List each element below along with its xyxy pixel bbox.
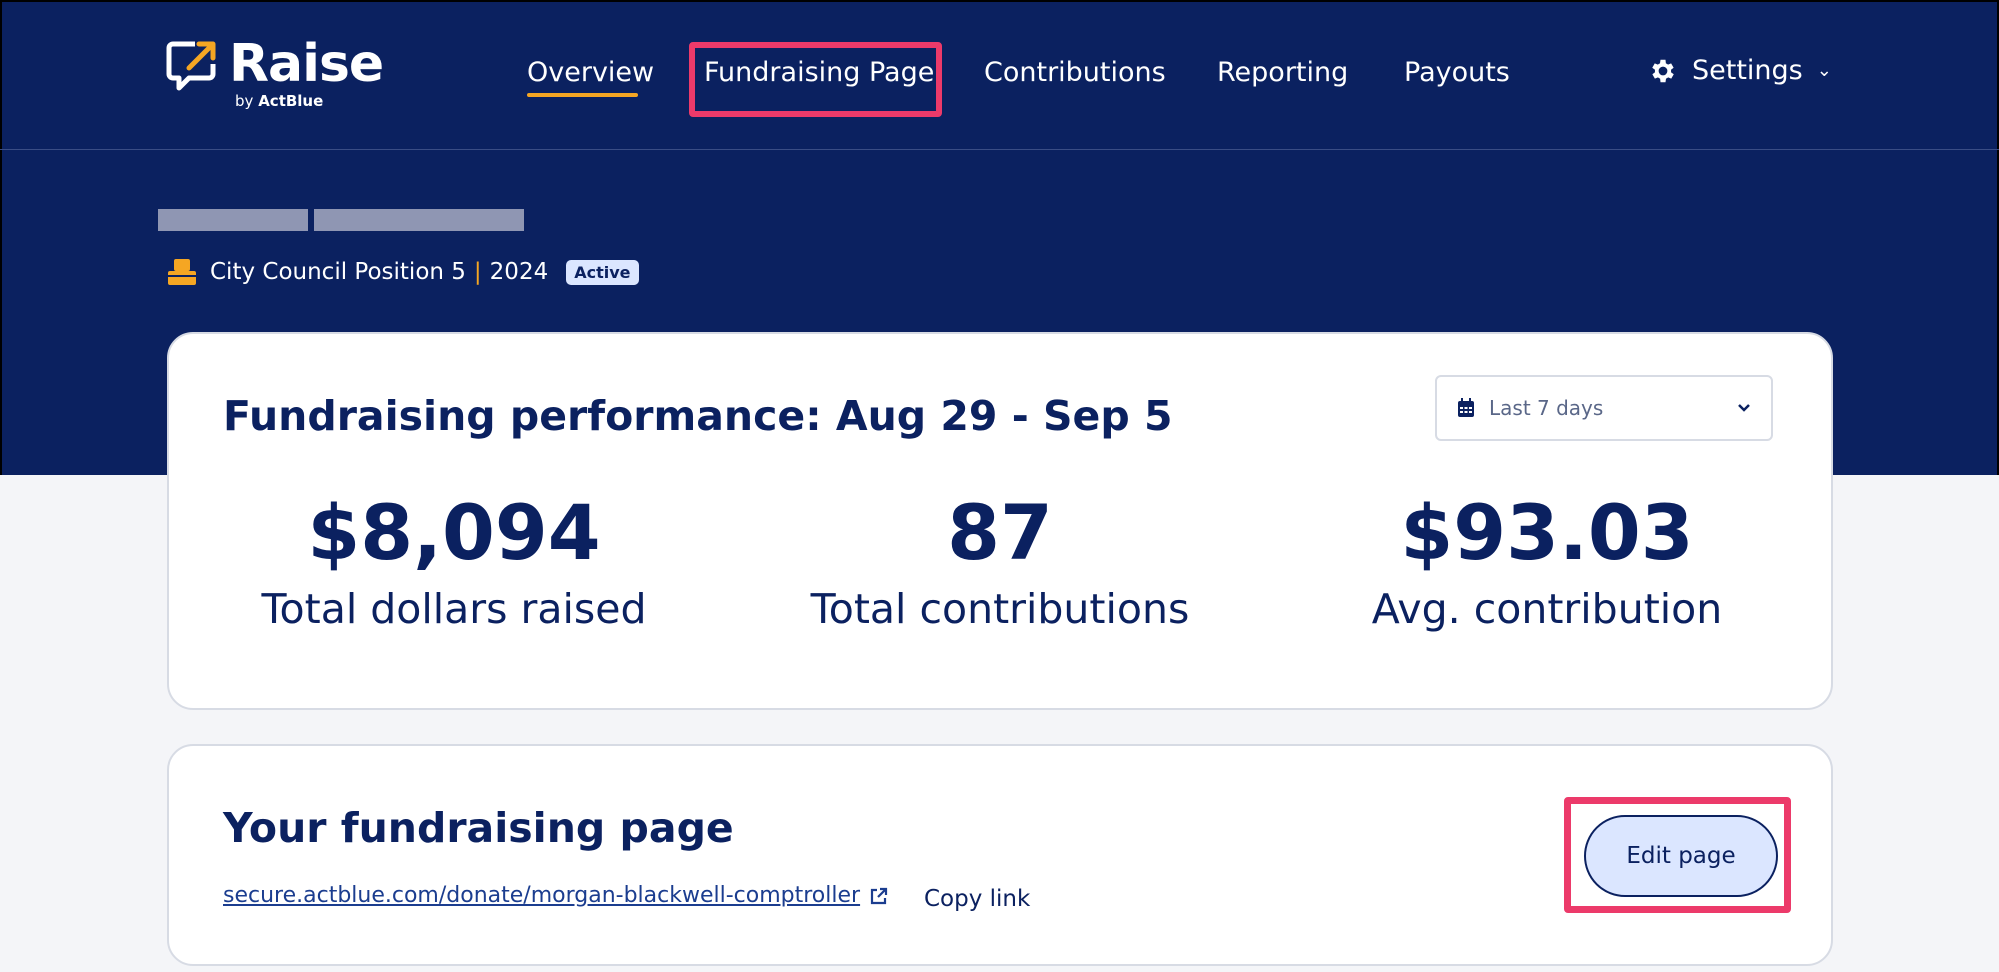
copy-link-button[interactable]: Copy link xyxy=(924,886,1031,912)
stat-value: $8,094 xyxy=(307,488,601,577)
top-navbar: Raise by ActBlue Overview Fundraising Pa… xyxy=(0,0,1999,150)
stat-label: Avg. contribution xyxy=(1371,585,1723,633)
stat-value: $93.03 xyxy=(1400,488,1694,577)
highlight-box-edit-page xyxy=(1564,797,1791,913)
office-line: City Council Position 5 | 2024 Active xyxy=(166,257,639,287)
raise-logo[interactable]: Raise by ActBlue xyxy=(165,34,384,110)
fundraising-page-card: Your fundraising page secure.actblue.com… xyxy=(167,744,1833,966)
candidate-name-redacted xyxy=(158,192,583,247)
logo-wordmark: Raise xyxy=(229,34,384,94)
edit-page-button[interactable]: Edit page xyxy=(1584,815,1778,897)
byline-prefix: by xyxy=(235,92,254,110)
date-range-value: Last 7 days xyxy=(1489,396,1604,420)
stat-label: Total dollars raised xyxy=(261,585,647,633)
office-title: City Council Position 5 xyxy=(210,259,466,285)
stat-value: 87 xyxy=(947,488,1053,577)
nav-reporting[interactable]: Reporting xyxy=(1217,57,1349,88)
office-year: 2024 xyxy=(489,259,549,285)
date-range-select[interactable]: Last 7 days xyxy=(1435,375,1773,441)
podium-icon xyxy=(168,259,196,285)
nav-active-indicator xyxy=(527,93,638,97)
stat-avg-contribution: $93.03 Avg. contribution xyxy=(1297,488,1797,634)
gear-icon xyxy=(1652,59,1674,82)
fundraising-page-title: Your fundraising page xyxy=(223,804,734,852)
logo-byline: by ActBlue xyxy=(235,92,383,110)
nav-overview[interactable]: Overview xyxy=(527,57,655,88)
calendar-icon xyxy=(1458,398,1474,417)
nav-contributions[interactable]: Contributions xyxy=(984,57,1166,88)
highlight-box-fundraising-page xyxy=(689,42,942,117)
nav-fundraising-page[interactable]: Fundraising Page xyxy=(704,57,935,88)
stat-label: Total contributions xyxy=(810,585,1190,633)
logo-chat-arrow-icon xyxy=(166,41,216,91)
fundraising-page-url-link[interactable]: secure.actblue.com/donate/morgan-blackwe… xyxy=(223,883,861,908)
stat-total-contributions: 87 Total contributions xyxy=(750,488,1250,634)
chevron-down-icon: ⌄ xyxy=(1816,60,1832,81)
office-separator: | xyxy=(473,259,482,285)
settings-menu[interactable]: Settings ⌄ xyxy=(1648,55,1832,86)
stat-total-dollars: $8,094 Total dollars raised xyxy=(204,488,704,634)
performance-title: Fundraising performance: Aug 29 - Sep 5 xyxy=(223,392,1173,440)
status-badge: Active xyxy=(566,259,639,285)
chevron-down-icon xyxy=(1738,404,1750,412)
settings-label: Settings xyxy=(1692,55,1803,86)
external-link-icon[interactable] xyxy=(869,886,889,906)
performance-card: Fundraising performance: Aug 29 - Sep 5 … xyxy=(167,332,1833,710)
byline-brand: ActBlue xyxy=(258,92,324,110)
nav-payouts[interactable]: Payouts xyxy=(1404,57,1510,88)
